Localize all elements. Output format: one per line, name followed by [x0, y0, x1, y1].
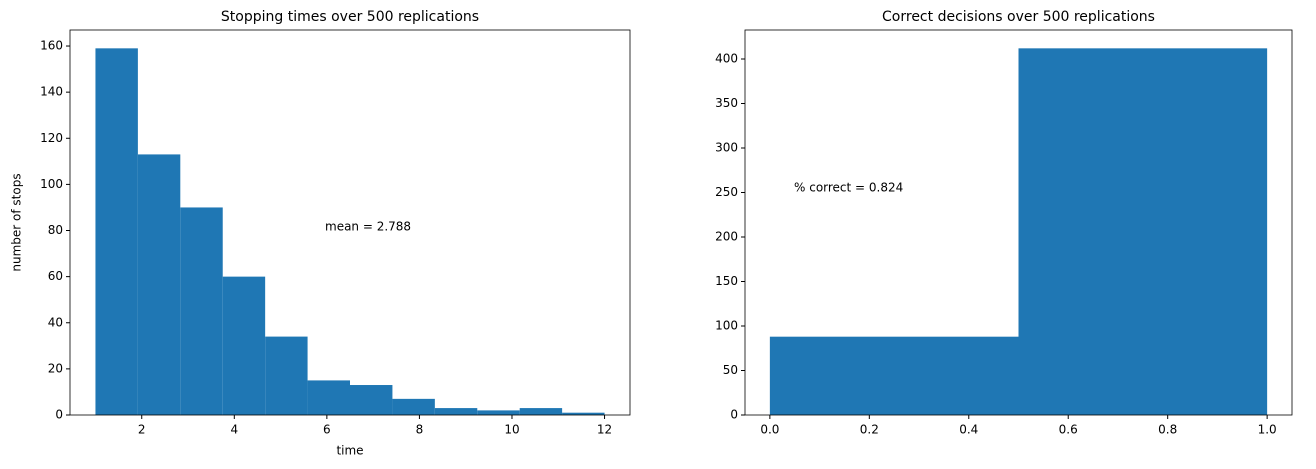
y-tick-label: 0	[55, 408, 63, 422]
y-tick-label: 150	[715, 274, 738, 288]
bar	[519, 408, 563, 415]
x-axis-label: time	[336, 444, 363, 458]
x-tick-label: 12	[597, 423, 612, 437]
bar	[769, 336, 1019, 415]
y-axis-label: number of stops	[10, 173, 24, 271]
x-tick-label: 1.0	[1258, 423, 1277, 437]
x-tick-label: 0.8	[1158, 423, 1177, 437]
y-tick-label: 140	[40, 85, 63, 99]
bar	[222, 276, 266, 415]
bar	[434, 408, 478, 415]
chart-title: Correct decisions over 500 replications	[882, 9, 1155, 25]
axes-frame	[69, 29, 631, 416]
y-tick-label: 100	[40, 177, 63, 191]
bar	[392, 398, 435, 415]
bar	[1018, 48, 1268, 415]
bar	[95, 48, 138, 415]
y-tick-label: 40	[48, 315, 63, 329]
x-tick-label: 0.0	[760, 423, 779, 437]
x-tick-label: 0.6	[1059, 423, 1078, 437]
y-tick-label: 20	[48, 361, 63, 375]
axes-frame	[744, 29, 1293, 416]
bar	[350, 385, 393, 415]
x-tick-label: 2	[138, 423, 146, 437]
chart-title: Stopping times over 500 replications	[221, 9, 479, 25]
x-tick-label: 0.4	[959, 423, 978, 437]
x-tick-label: 4	[230, 423, 238, 437]
y-tick-label: 160	[40, 39, 63, 53]
annotation: % correct = 0.824	[794, 181, 903, 195]
y-tick-label: 120	[40, 131, 63, 145]
bar	[265, 336, 308, 415]
y-tick-label: 80	[48, 223, 63, 237]
annotation: mean = 2.788	[325, 220, 411, 234]
y-tick-label: 300	[715, 141, 738, 155]
y-tick-label: 60	[48, 269, 63, 283]
bar	[180, 207, 223, 415]
bar	[307, 380, 350, 415]
x-tick-label: 10	[504, 423, 519, 437]
y-tick-label: 100	[715, 319, 738, 333]
x-tick-label: 6	[323, 423, 331, 437]
y-tick-label: 50	[723, 363, 738, 377]
bar	[137, 154, 181, 415]
bar	[477, 410, 520, 415]
y-tick-label: 0	[730, 408, 738, 422]
bar	[562, 412, 605, 415]
x-tick-label: 0.2	[860, 423, 879, 437]
y-tick-label: 250	[715, 185, 738, 199]
x-tick-label: 8	[416, 423, 424, 437]
y-tick-label: 400	[715, 52, 738, 66]
y-tick-label: 200	[715, 230, 738, 244]
y-tick-label: 350	[715, 96, 738, 110]
